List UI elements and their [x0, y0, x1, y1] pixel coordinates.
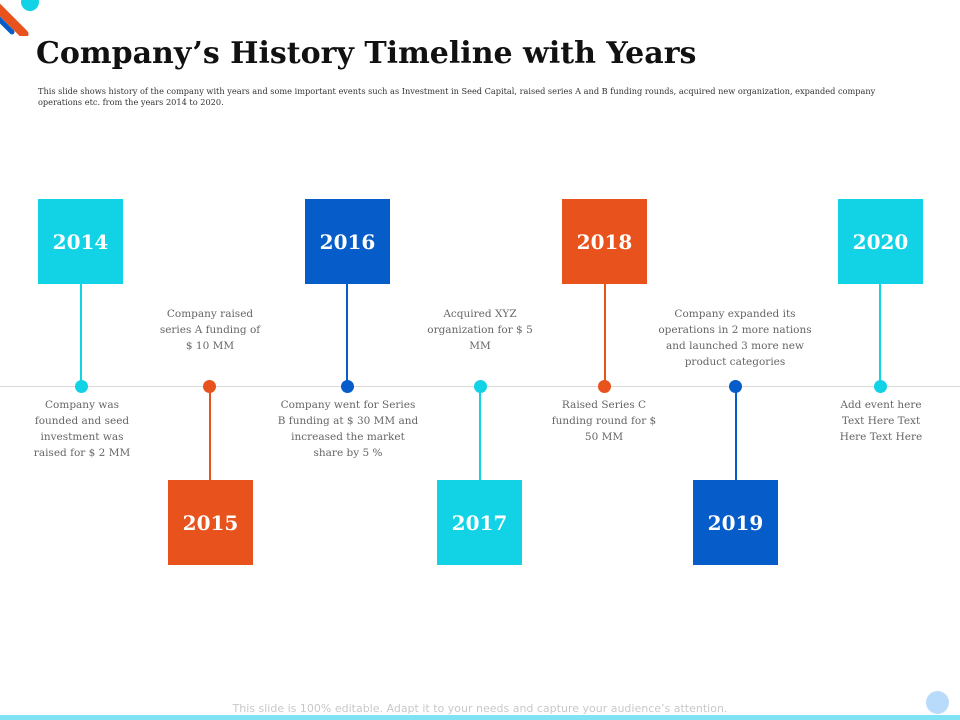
timeline-dot-2017 [474, 380, 487, 393]
timeline-stem-2014 [80, 284, 82, 386]
year-box-2015: 2015 [168, 480, 253, 565]
footer-note: This slide is 100% editable. Adapt it to… [232, 702, 728, 715]
corner-decoration [0, 0, 40, 36]
year-box-2017: 2017 [437, 480, 522, 565]
year-label: 2015 [182, 510, 239, 535]
timeline-dot-2019 [729, 380, 742, 393]
year-box-2014: 2014 [38, 199, 123, 284]
timeline-stem-2016 [346, 284, 348, 386]
timeline-stem-2019 [735, 386, 737, 480]
year-box-2016: 2016 [305, 199, 390, 284]
page-title: Company’s History Timeline with Years [36, 36, 697, 71]
timeline-stem-2018 [604, 284, 606, 386]
event-description-2018: Raised Series C funding round for $ 50 M… [551, 399, 657, 443]
year-box-2018: 2018 [562, 199, 647, 284]
event-description-2019: Company expanded its operations in 2 mor… [658, 308, 812, 368]
event-description-2014: Company was founded and seed investment … [33, 399, 131, 459]
event-description-2017: Acquired XYZ organization for $ 5 MM [427, 308, 533, 352]
timeline-dot-2014 [75, 380, 88, 393]
year-label: 2019 [707, 510, 764, 535]
event-description-2015: Company raised series A funding of $ 10 … [159, 308, 261, 352]
timeline-stem-2020 [879, 284, 881, 386]
timeline-stem-2017 [479, 386, 481, 480]
timeline-dot-2015 [203, 380, 216, 393]
year-box-2020: 2020 [838, 199, 923, 284]
event-description-2016: Company went for Series B funding at $ 3… [277, 399, 419, 459]
year-label: 2017 [451, 510, 508, 535]
year-label: 2014 [52, 229, 109, 254]
year-label: 2018 [576, 229, 633, 254]
year-label: 2020 [852, 229, 909, 254]
bubble-decoration [926, 691, 949, 714]
page-subtitle: This slide shows history of the company … [38, 86, 876, 107]
timeline-stem-2015 [209, 386, 211, 480]
event-description-2020: Add event here Text Here Text Here Text … [839, 399, 923, 443]
year-box-2019: 2019 [693, 480, 778, 565]
timeline-dot-2020 [874, 380, 887, 393]
timeline-dot-2018 [598, 380, 611, 393]
bottom-accent-bar [0, 715, 960, 720]
timeline-dot-2016 [341, 380, 354, 393]
year-label: 2016 [319, 229, 376, 254]
